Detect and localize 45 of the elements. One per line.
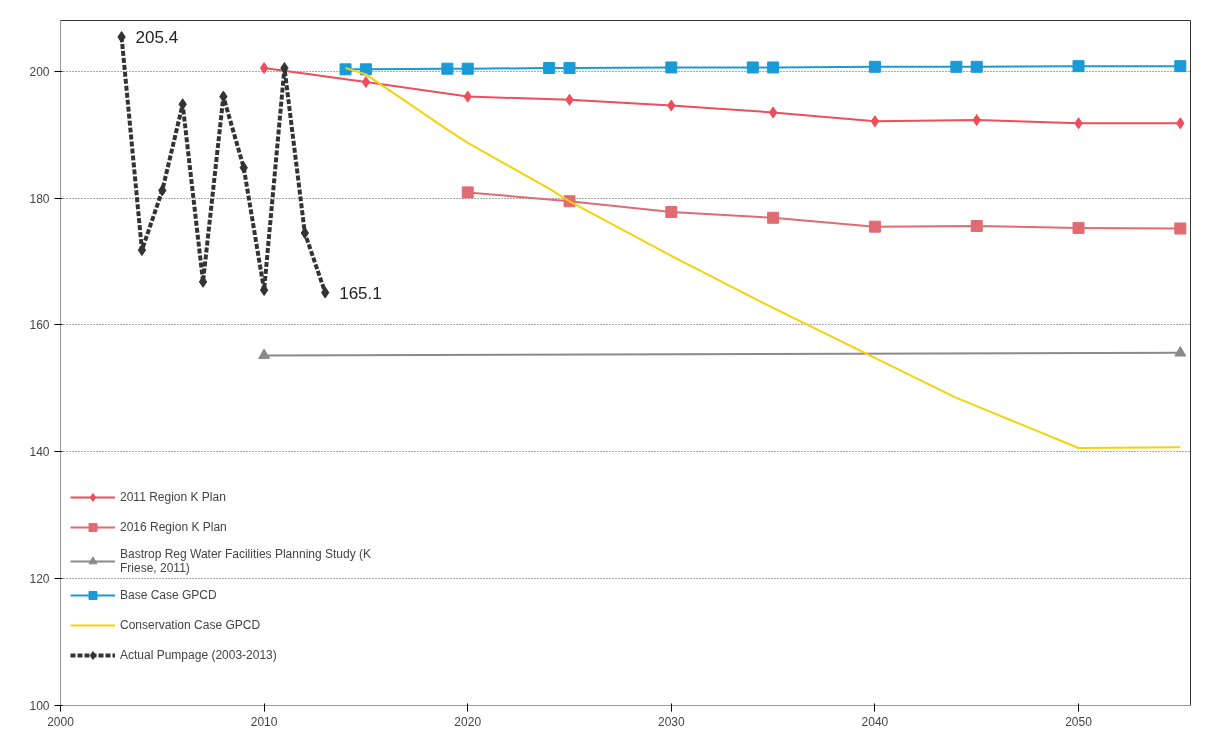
- point: [461, 62, 474, 75]
- point: [361, 76, 371, 89]
- x-tick-label: 2030: [657, 714, 685, 729]
- point: [868, 220, 881, 233]
- y-tick-label: 140: [29, 445, 50, 460]
- y-tick-label: 100: [29, 699, 50, 713]
- point: [339, 63, 352, 76]
- point: [767, 211, 780, 224]
- point: [1072, 60, 1085, 73]
- point: [441, 62, 454, 75]
- point: [767, 61, 780, 74]
- point: [1072, 221, 1085, 234]
- point: [870, 115, 880, 128]
- point: [868, 60, 881, 73]
- point: [137, 244, 147, 257]
- point: [665, 206, 678, 219]
- x-tick-label: 2010: [250, 714, 278, 729]
- point: [970, 60, 983, 73]
- point: [543, 62, 556, 75]
- annotation: 205.4: [135, 27, 179, 47]
- annotation: 165.1: [339, 283, 382, 303]
- y-tick-label: 120: [29, 572, 50, 587]
- point: [259, 62, 269, 75]
- legend-label: 2011 Region K Plan: [120, 490, 226, 504]
- point: [461, 186, 474, 199]
- y-tick-label: 180: [29, 191, 50, 206]
- point: [665, 61, 678, 74]
- y-tick-label: 160: [29, 318, 50, 333]
- x-tick-label: 2020: [454, 714, 482, 729]
- x-tick-label: 2050: [1065, 714, 1093, 729]
- point: [1174, 60, 1187, 73]
- point: [970, 220, 983, 232]
- legend-label: Base Case GPCD: [120, 588, 217, 602]
- legend-label: Actual Pumpage (2003-2013): [120, 648, 277, 662]
- legend-label: Conservation Case GPCD: [120, 618, 261, 632]
- point: [950, 60, 963, 73]
- x-tick-label: 2040: [861, 714, 889, 729]
- x-tick-label: 2000: [47, 714, 75, 729]
- point: [746, 61, 759, 74]
- legend-label: Bastrop Reg Water Facilities Planning Study (K Friese, 2011): [120, 547, 371, 575]
- point: [768, 106, 778, 119]
- point: [1174, 222, 1187, 235]
- y-tick-label: 200: [29, 64, 50, 79]
- point: [563, 62, 576, 75]
- legend-label: 2016 Region K Plan: [120, 520, 227, 534]
